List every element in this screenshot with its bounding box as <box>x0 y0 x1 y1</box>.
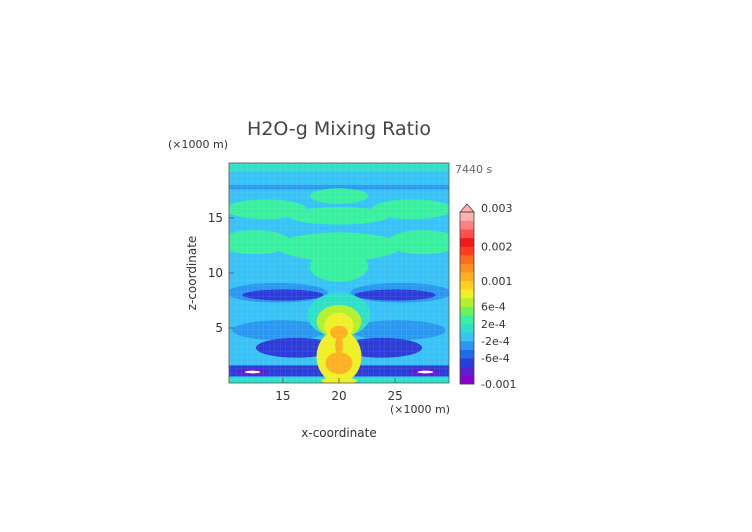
colorbar-frame <box>459 211 475 385</box>
colorbar-swatch <box>460 272 474 282</box>
colorbar-label: -2e-4 <box>481 335 510 348</box>
x-unit-label: (×1000 m) <box>390 403 450 416</box>
colorbar-swatch <box>460 229 474 239</box>
colorbar-label: 6e-4 <box>481 301 506 314</box>
x-tick-label: 15 <box>275 389 290 403</box>
colorbar-swatch <box>460 366 474 376</box>
colorbar-swatch <box>460 358 474 368</box>
colorbar-label: 2e-4 <box>481 318 506 331</box>
x-tick-label: 20 <box>331 389 346 403</box>
colorbar-label: -6e-4 <box>481 352 510 365</box>
colorbar-label: -0.001 <box>481 378 516 391</box>
colorbar-swatch <box>460 375 474 385</box>
colorbar-swatch <box>460 315 474 325</box>
colorbar-swatch <box>460 289 474 299</box>
colorbar-swatch <box>460 341 474 350</box>
y-axis-label: z-coordinate <box>185 236 199 311</box>
time-label: 7440 s <box>455 163 492 176</box>
colorbar-swatch <box>460 298 474 307</box>
y-tick-label: 10 <box>208 266 223 280</box>
x-tick-label: 25 <box>387 389 402 403</box>
colorbar-swatch <box>460 263 474 273</box>
colorbar-swatch <box>460 212 474 221</box>
colorbar-swatch <box>460 349 474 359</box>
colorbar-swatch <box>460 246 474 256</box>
colorbar-swatch <box>460 280 474 290</box>
x-axis: 15 20 25 <box>275 378 403 403</box>
colorbar-swatch <box>460 220 474 230</box>
colorbar-swatch <box>460 237 474 247</box>
plot-grid-overlay <box>229 163 449 383</box>
y-tick-label: 15 <box>208 211 223 225</box>
colorbar-label: 0.002 <box>481 240 513 253</box>
x-axis-label: x-coordinate <box>301 426 376 440</box>
colorbar: -0.001 -6e-4 -2e-4 2e-4 6e-4 0.001 0.002 0.003 <box>459 202 516 391</box>
colorbar-swatch <box>460 306 474 316</box>
y-tick-label: 5 <box>215 321 223 335</box>
colorbar-label: 0.003 <box>481 202 513 215</box>
y-axis: 5 10 15 <box>208 211 234 335</box>
colorbar-extend-arrow <box>459 203 475 213</box>
colorbar-swatch <box>460 255 474 264</box>
colorbar-swatch <box>460 332 474 342</box>
colorbar-label: 0.001 <box>481 275 513 288</box>
y-unit-label: (×1000 m) <box>168 138 228 151</box>
colorbar-swatch <box>460 323 474 333</box>
chart-title: H2O-g Mixing Ratio <box>247 118 431 140</box>
